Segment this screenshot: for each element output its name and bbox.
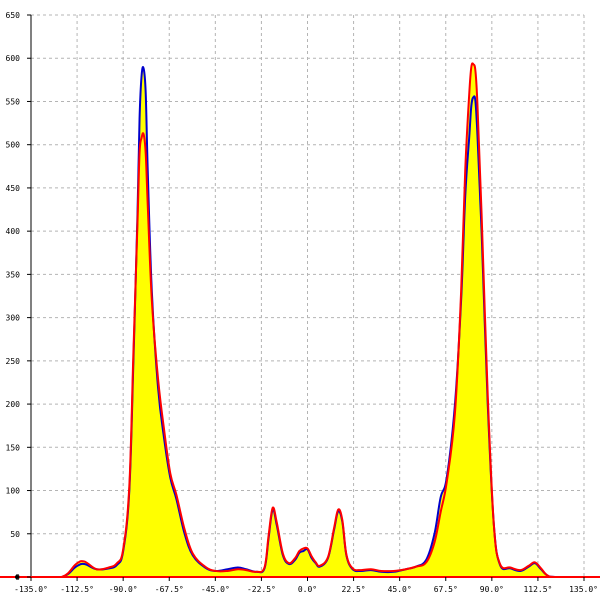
x-tick-label: 0.0° [298,585,317,594]
x-tick-label: -135.0° [14,585,48,594]
x-tick-label: -67.5° [155,585,184,594]
y-tick-label: 400 [6,227,21,236]
y-tick-label: 50 [10,530,20,539]
y-tick-label: 100 [6,487,21,496]
y-tick-label: 600 [6,54,21,63]
y-tick-label: 350 [6,270,21,279]
x-tick-label: 112.5° [523,585,552,594]
series-line-2 [31,62,584,578]
series-fill-2 [31,63,584,577]
axes [0,15,600,578]
y-tick-label: 150 [6,443,21,452]
x-tick-label: 22.5° [342,585,366,594]
series-lines [31,62,584,578]
y-tick-label: 300 [6,314,21,323]
y-tick-label: 500 [6,141,21,150]
x-tick-label: 90.0° [480,585,504,594]
x-tick-label: -112.5° [60,585,94,594]
y-tick-label: 650 [6,11,21,20]
y-tick-label: 200 [6,400,21,409]
x-tick-label: 135.0° [569,585,598,594]
grid [31,14,585,577]
tick-labels: 050100150200250300350400450500550600650-… [6,11,598,594]
x-tick-label: -90.0° [109,585,138,594]
y-tick-label: 250 [6,357,21,366]
x-tick-label: 45.0° [388,585,412,594]
y-tick-label: 550 [6,97,21,106]
y-tick-label: 450 [6,184,21,193]
x-tick-label: -45.0° [201,585,230,594]
x-tick-label: -22.5° [247,585,276,594]
origin-marker [15,575,19,579]
area-fill [31,63,584,577]
x-tick-label: 67.5° [434,585,458,594]
